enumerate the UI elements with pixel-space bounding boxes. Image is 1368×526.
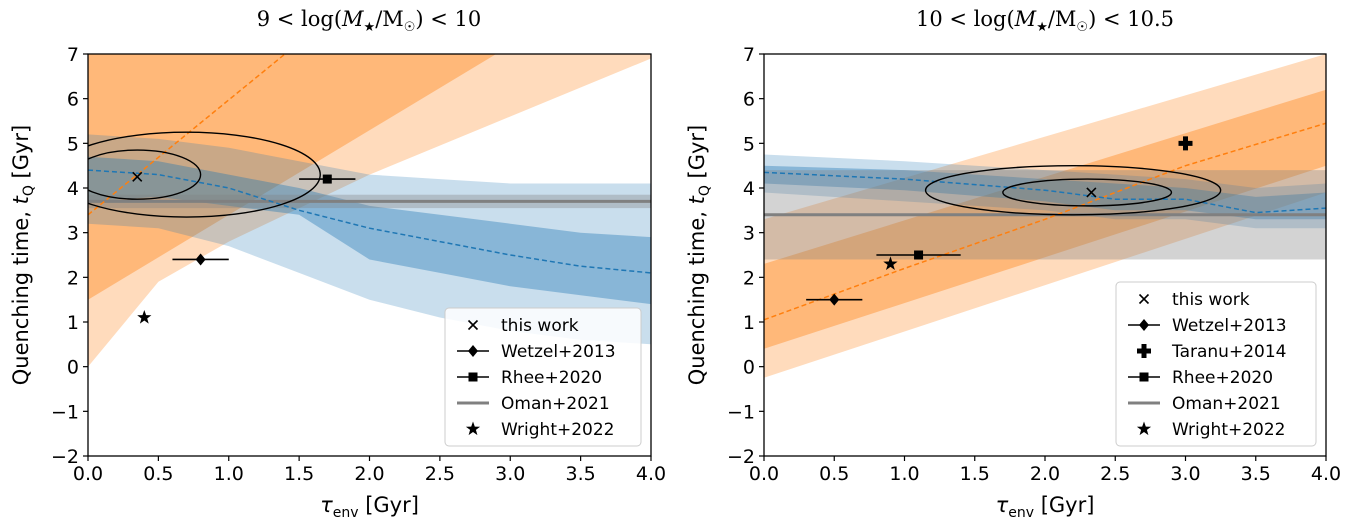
- y-tick-label: −2: [51, 446, 79, 468]
- y-tick-label: 7: [67, 44, 79, 66]
- y-axis-label: Quenching time, tQ [Gyr]: [685, 125, 713, 386]
- y-tick-label: 5: [67, 133, 79, 155]
- y-tick-label: 0: [743, 357, 755, 379]
- x-axis-label: τenv [Gyr]: [320, 493, 419, 521]
- legend: this work Wetzel+2013 Rhee+2020 Oman+2021 Wr…: [445, 308, 641, 446]
- y-tick-label: 4: [67, 178, 79, 200]
- legend-label: Rhee+2020: [501, 368, 602, 388]
- x-axis-label: τenv [Gyr]: [996, 493, 1095, 521]
- y-tick-label: 1: [743, 312, 755, 334]
- x-tick-label: 4.0: [636, 463, 666, 485]
- x-tick-label: 3.0: [1170, 463, 1200, 485]
- x-tick-label: 1.0: [214, 463, 244, 485]
- rhee-2020-point: [914, 251, 923, 260]
- x-tick-label: 2.5: [1100, 463, 1130, 485]
- legend-label: Wright+2022: [501, 420, 615, 440]
- legend-marker-rhee: [1140, 373, 1149, 382]
- x-tick-label: 1.5: [960, 463, 990, 485]
- y-axis-label: Quenching time, tQ [Gyr]: [9, 125, 37, 386]
- legend-label: Wetzel+2013: [1172, 316, 1287, 336]
- y-tick-label: 6: [743, 89, 755, 111]
- y-tick-label: 7: [743, 44, 755, 66]
- x-tick-label: 2.0: [1030, 463, 1060, 485]
- legend-label: this work: [501, 316, 579, 336]
- legend-label: Rhee+2020: [1172, 368, 1273, 388]
- legend-marker-rhee: [469, 373, 478, 382]
- legend-label: this work: [1172, 290, 1250, 310]
- y-tick-label: −2: [727, 446, 755, 468]
- panel-title: 9 < log(M★/M☉) < 10: [257, 7, 482, 35]
- legend-label: Wetzel+2013: [501, 342, 616, 362]
- rhee-2020-point: [323, 175, 332, 184]
- legend-label: Taranu+2014: [1171, 342, 1286, 362]
- legend-label: Oman+2021: [1172, 394, 1281, 414]
- x-tick-label: 4.0: [1311, 463, 1341, 485]
- x-tick-label: 3.5: [566, 463, 596, 485]
- x-tick-label: 0.5: [143, 463, 173, 485]
- x-tick-label: 0.5: [819, 463, 849, 485]
- x-tick-label: 2.0: [354, 463, 384, 485]
- y-tick-label: −1: [51, 401, 79, 423]
- y-tick-label: 3: [67, 223, 79, 245]
- x-tick-label: 2.5: [425, 463, 455, 485]
- y-tick-label: 5: [743, 133, 755, 155]
- x-tick-label: 1.5: [284, 463, 314, 485]
- y-tick-label: 1: [67, 312, 79, 334]
- x-tick-label: 3.5: [1241, 463, 1271, 485]
- wright-2022-point: [137, 310, 151, 324]
- y-tick-label: 3: [743, 223, 755, 245]
- left-panel: 0.0 0.5 1.0 1.5 2.0 2.5 3.0 3.5 4.0−2−1012345679…: [9, 7, 666, 521]
- right-panel: 0.0 0.5 1.0 1.5 2.0 2.5 3.0 3.5 4.0−2−1012345671…: [685, 7, 1341, 521]
- y-tick-label: 2: [743, 267, 755, 289]
- panel-title: 10 < log(M★/M☉) < 10.5: [916, 7, 1174, 35]
- x-tick-label: 3.0: [495, 463, 525, 485]
- y-tick-label: 4: [743, 178, 755, 200]
- y-tick-label: 6: [67, 89, 79, 111]
- x-tick-label: 1.0: [889, 463, 919, 485]
- y-tick-label: −1: [727, 401, 755, 423]
- y-tick-label: 0: [67, 357, 79, 379]
- legend-label: Wright+2022: [1172, 420, 1286, 440]
- legend: this work Wetzel+2013 Taranu+2014 Rhee+2020…: [1116, 282, 1316, 446]
- y-tick-label: 2: [67, 267, 79, 289]
- legend-label: Oman+2021: [501, 394, 610, 414]
